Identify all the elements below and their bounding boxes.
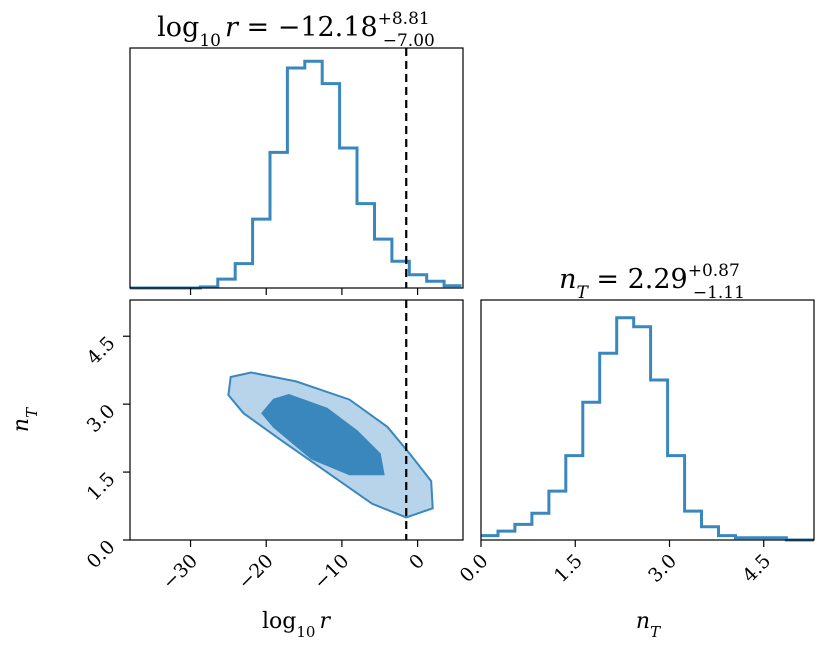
- nT-xtick-label-2: 3.0: [644, 550, 681, 587]
- nT-xtick-label-0: 0.0: [456, 550, 493, 587]
- contour-x-ticks: −30 −20 −10 0: [158, 540, 429, 594]
- panel-2d-contour: −30 −20 −10 0 0.0 1.5 3.0 4.5 log10 r nT: [9, 299, 464, 641]
- contour-xtick-label-0: −30: [158, 550, 202, 594]
- panel-log10r-histogram: log10 r = −12.18+8.81 −7.00: [129, 9, 464, 295]
- contour-xtick-label-1: −20: [234, 550, 278, 594]
- nT-histogram-x-ticks: 0.0 1.5 3.0 4.5: [456, 540, 775, 587]
- log10r-title: log10 r = −12.18+8.81 −7.00: [157, 9, 435, 51]
- nT-xtick-label-1: 1.5: [550, 550, 587, 587]
- contour-ylabel: nT: [9, 407, 41, 432]
- contour-y-ticks: 0.0 1.5 3.0 4.5: [83, 332, 130, 573]
- contour-inner-region: [261, 394, 385, 476]
- log10r-histogram-frame: [129, 47, 464, 289]
- contour-xlabel: log10 r: [262, 609, 331, 641]
- nT-xtick-label-3: 4.5: [738, 550, 775, 587]
- contour-ytick-label-2: 3.0: [83, 400, 120, 437]
- log10r-histogram-xticks: [189, 288, 419, 295]
- nT-histogram-frame: [480, 299, 815, 541]
- nT-xlabel: nT: [636, 609, 661, 641]
- contour-ytick-label-0: 0.0: [83, 536, 120, 573]
- contour-ytick-label-1: 1.5: [83, 468, 120, 505]
- contour-frame: [129, 299, 464, 541]
- nT-histogram-steps: [481, 316, 814, 542]
- panel-nT-histogram: 0.0 1.5 3.0 4.5 nT = 2.29+0.87 −1.11 nT: [456, 261, 815, 641]
- nT-title: nT = 2.29+0.87 −1.11: [559, 261, 745, 303]
- contour-ytick-label-3: 4.5: [83, 332, 120, 369]
- contour-xtick-label-2: −10: [310, 550, 354, 594]
- contour-xtick-label-3: 0: [405, 550, 429, 574]
- log10r-histogram-steps: [130, 59, 462, 290]
